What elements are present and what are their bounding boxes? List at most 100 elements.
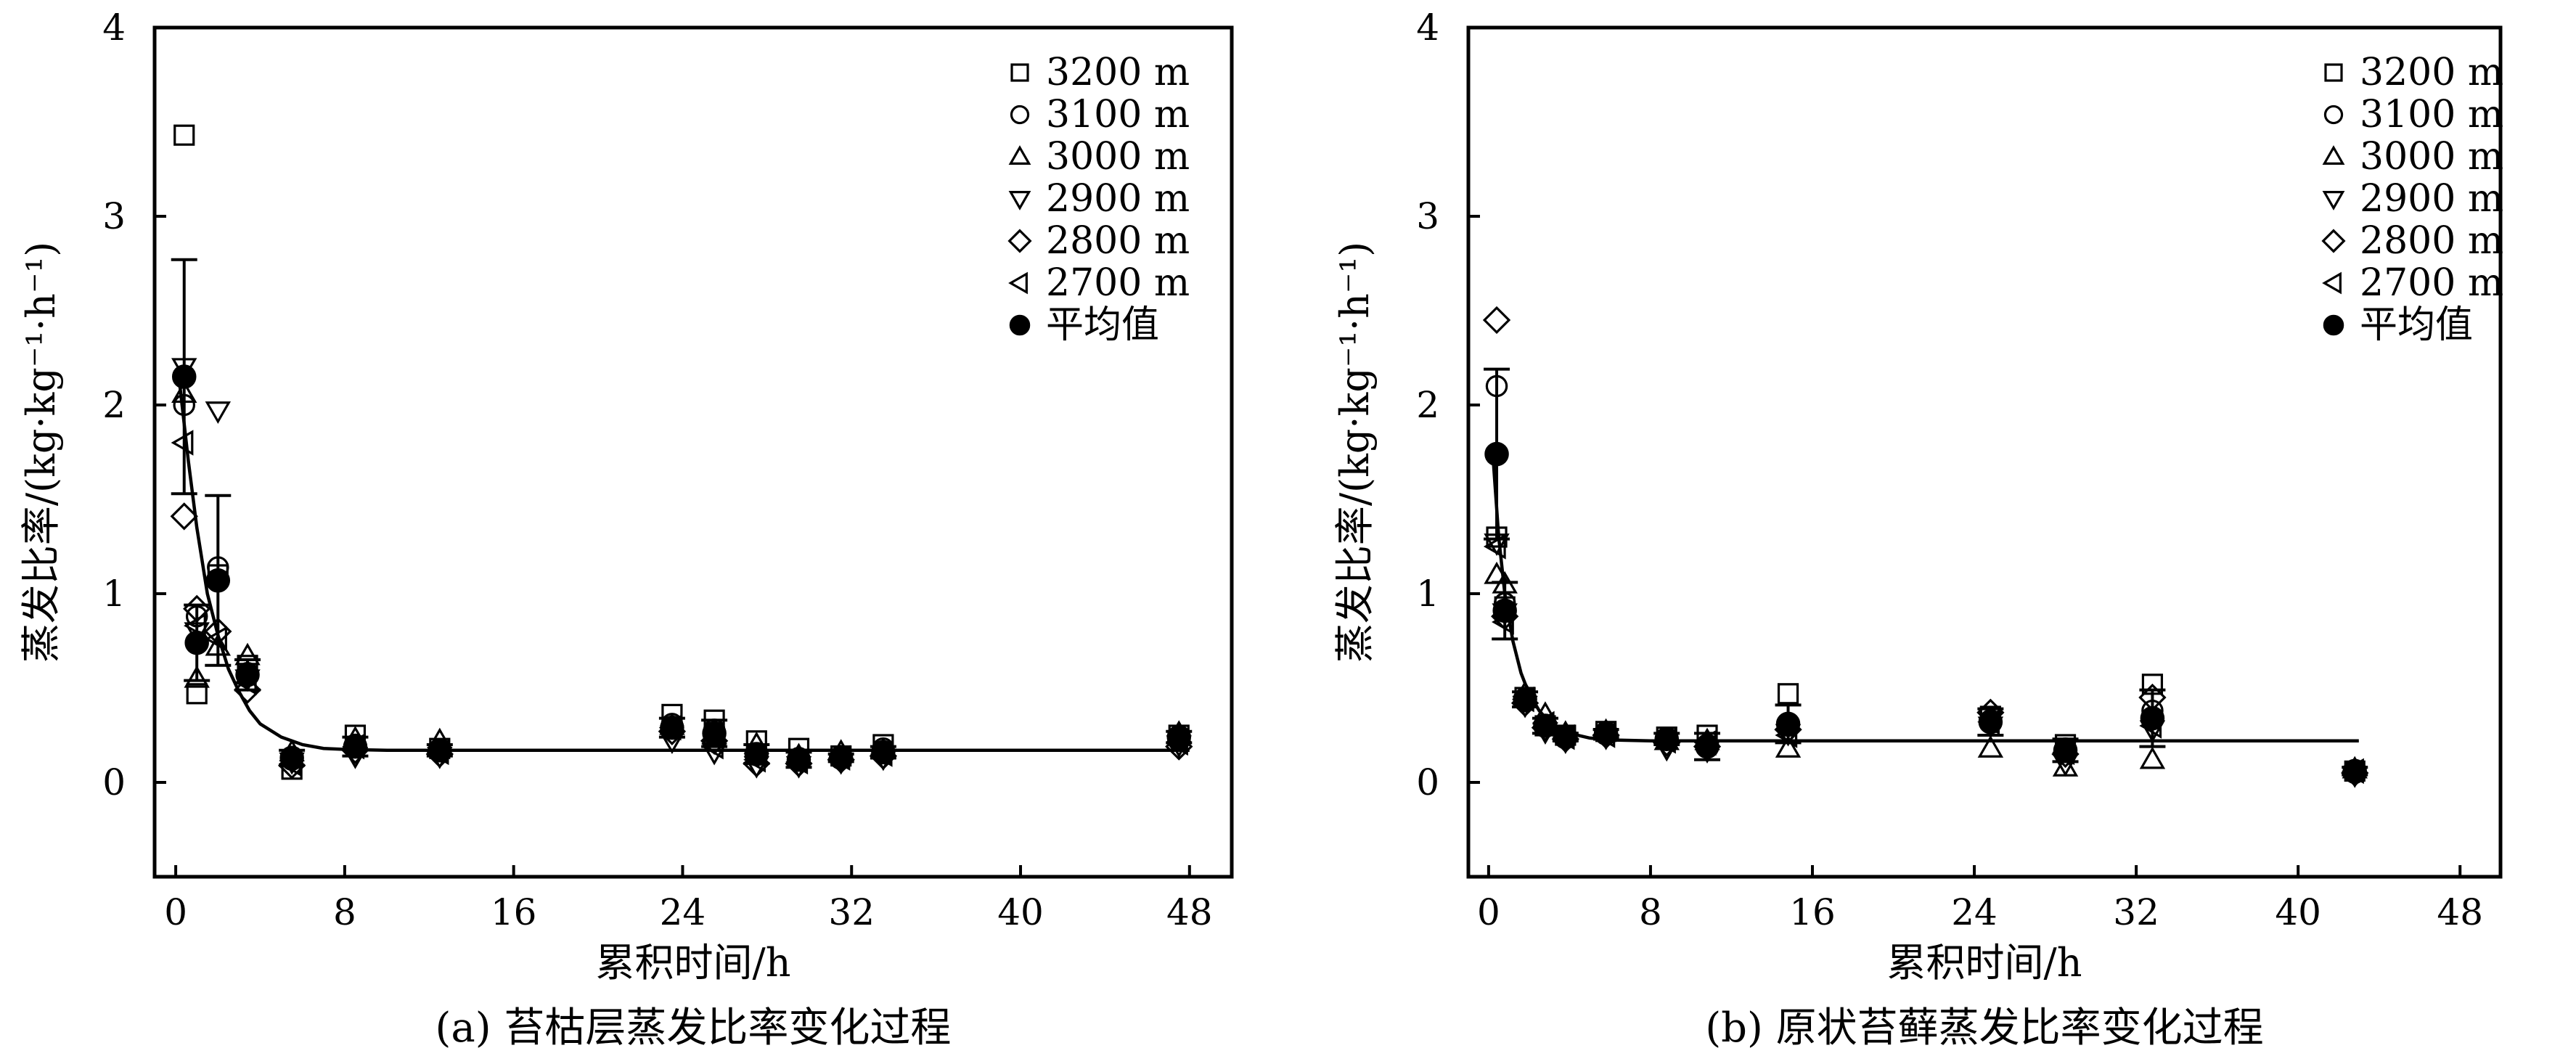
data-point <box>184 665 210 688</box>
legend-marker <box>2324 63 2343 82</box>
legend-marker <box>1008 191 1031 210</box>
legend-label: 平均值 <box>1046 303 1159 347</box>
data-point <box>1775 735 1802 758</box>
data-point <box>343 734 368 759</box>
data-point <box>170 502 198 531</box>
data-point <box>184 630 209 655</box>
legend-marker <box>2321 229 2346 253</box>
data-point <box>1166 724 1192 750</box>
y-tick-label: 1 <box>102 573 126 615</box>
series-3200-m <box>1486 526 2366 782</box>
data-point <box>660 715 684 740</box>
legend-label: 3200 m <box>2360 51 2503 94</box>
plot-frame <box>152 25 1234 879</box>
data-point <box>702 721 727 746</box>
series-3100-m <box>1485 375 2366 785</box>
data-point <box>205 401 232 424</box>
data-point <box>828 745 854 770</box>
legend-label: 2700 m <box>2360 261 2503 305</box>
legend-marker <box>2323 314 2344 336</box>
legend-label: 2700 m <box>1046 261 1190 305</box>
series-2700-m <box>1483 533 2364 785</box>
data-point <box>1775 711 1801 737</box>
x-axis-title: 累积时间/h <box>596 940 791 986</box>
x-tick-label: 40 <box>997 891 1044 933</box>
legend-label: 2900 m <box>2360 177 2503 221</box>
data-point <box>2139 746 2166 769</box>
legend-marker <box>2322 271 2342 295</box>
x-tick-label: 16 <box>1789 891 1836 933</box>
x-axis-title: 累积时间/h <box>1887 940 2082 986</box>
panel-caption: (b) 原状苔藓蒸发比率变化过程 <box>1705 1004 2263 1052</box>
x-tick-label: 32 <box>2113 891 2159 933</box>
data-point <box>428 738 452 763</box>
panel-b: 0 8 16 24 32 40 48 0 1 2 3 4 累积时间/h 蒸发比率/(kg·kg⁻¹·h⁻¹… <box>1332 7 2503 1052</box>
data-point <box>1654 727 1679 751</box>
data-point <box>279 745 304 770</box>
y-tick-label: 4 <box>1416 7 1439 49</box>
data-point <box>235 663 260 687</box>
y-axis-title: 蒸发比率/(kg·kg⁻¹·h⁻¹) <box>18 242 64 663</box>
legend-label: 3200 m <box>1046 51 1190 94</box>
legend-label: 平均值 <box>2360 303 2473 347</box>
legend-marker <box>1008 271 1028 295</box>
series-3000-m <box>1484 561 2368 779</box>
data-point <box>205 568 231 593</box>
data-point <box>2342 758 2367 784</box>
data-point <box>786 748 811 772</box>
legend-marker <box>1009 314 1031 336</box>
legend-marker <box>1010 105 1030 125</box>
legend-marker <box>2322 145 2345 165</box>
legend-marker <box>1007 229 1032 253</box>
series-2800-m <box>1482 306 2369 787</box>
legend-marker <box>2322 191 2345 210</box>
legend-label: 3100 m <box>1046 93 1190 136</box>
x-tick-label: 48 <box>2437 891 2483 933</box>
y-tick-label: 0 <box>1416 761 1439 803</box>
x-tick-label: 8 <box>333 891 356 933</box>
y-tick-label: 4 <box>102 7 126 49</box>
fit-curve <box>1491 451 2359 743</box>
data-point <box>2140 705 2165 731</box>
legend-marker <box>1010 63 1029 82</box>
data-point <box>1777 683 1799 705</box>
data-point <box>1593 721 1619 746</box>
y-tick-label: 2 <box>102 384 126 426</box>
series-3200-m <box>173 124 1190 780</box>
data-point <box>871 740 896 765</box>
legend-label: 2800 m <box>2360 219 2503 263</box>
data-point <box>744 742 769 766</box>
data-point <box>171 364 197 389</box>
legend-marker <box>1008 145 1031 165</box>
fit-curve <box>178 385 1190 753</box>
y-tick-label: 2 <box>1416 384 1439 426</box>
x-tick-label: 0 <box>164 891 187 933</box>
series-2900-m <box>1484 533 2368 788</box>
series-平均值 <box>171 258 1193 772</box>
series-平均值 <box>1484 367 2368 784</box>
data-point <box>1492 598 1517 623</box>
legend-label: 3100 m <box>2360 93 2503 136</box>
legend-label: 2900 m <box>1046 177 1190 221</box>
legend-label: 2800 m <box>1046 219 1190 263</box>
y-tick-label: 3 <box>102 195 126 237</box>
data-point <box>1977 735 2004 758</box>
x-tick-label: 16 <box>491 891 537 933</box>
data-point <box>2053 738 2078 763</box>
data-point <box>1533 713 1558 738</box>
legend-marker <box>2323 105 2344 125</box>
data-point <box>1978 710 2003 734</box>
data-point <box>1695 734 1720 759</box>
y-axis-title: 蒸发比率/(kg·kg⁻¹·h⁻¹) <box>1332 242 1378 663</box>
data-point <box>1513 687 1537 712</box>
data-point <box>1483 533 1506 560</box>
panel-caption: (a) 苔枯层蒸发比率变化过程 <box>436 1004 952 1052</box>
y-tick-label: 1 <box>1416 573 1439 615</box>
x-tick-label: 24 <box>1951 891 1998 933</box>
x-tick-label: 32 <box>828 891 875 933</box>
x-tick-label: 48 <box>1166 891 1213 933</box>
y-tick-label: 3 <box>1416 195 1439 237</box>
